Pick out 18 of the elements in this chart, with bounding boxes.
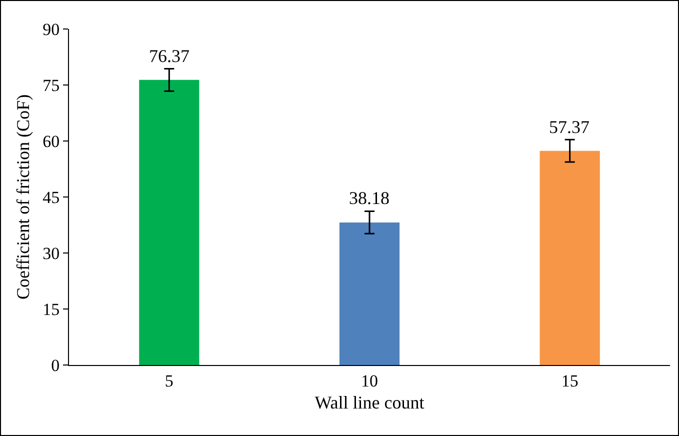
y-tick-label: 30 (42, 244, 60, 263)
y-axis-title: Coefficient of friction (CoF) (12, 94, 33, 300)
data-label: 38.18 (349, 188, 390, 208)
x-tick-label: 10 (361, 371, 378, 390)
y-tick-label: 90 (42, 20, 60, 39)
bar (139, 80, 200, 365)
y-tick-label: 45 (42, 188, 60, 207)
y-tick-label: 75 (42, 76, 60, 95)
x-tick-label: 15 (561, 371, 578, 390)
data-label: 57.37 (549, 117, 590, 137)
bar (339, 222, 400, 365)
y-tick-label: 15 (42, 300, 60, 319)
y-tick-label: 0 (51, 356, 60, 375)
y-tick-label: 60 (42, 132, 60, 151)
x-tick-label: 5 (164, 371, 174, 390)
x-axis-title: Wall line count (314, 392, 424, 412)
data-label: 76.37 (149, 46, 190, 66)
bar (540, 150, 600, 365)
